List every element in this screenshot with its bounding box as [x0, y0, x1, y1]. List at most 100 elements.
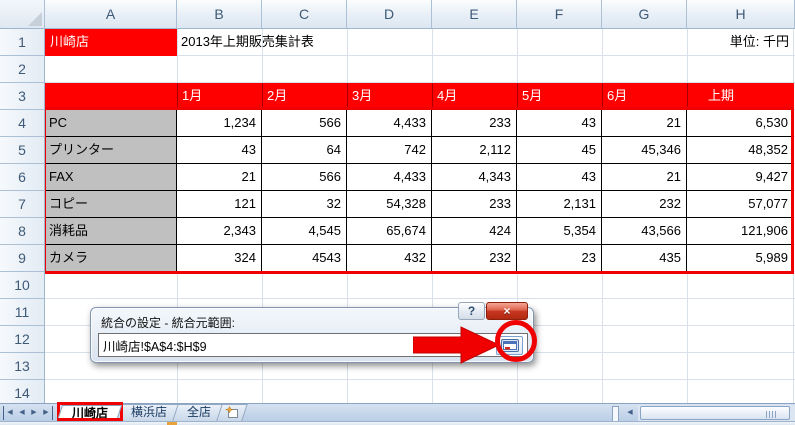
row-header[interactable]: 13 — [0, 353, 45, 380]
cell-b1-report-title[interactable]: 2013年上期販売集計表 — [181, 34, 314, 49]
row-header[interactable]: 6 — [0, 164, 45, 191]
column-header-e[interactable]: E — [432, 0, 517, 29]
sheet-tab-all-stores[interactable]: 全店 — [172, 404, 226, 421]
month-header-cell[interactable]: 1月 — [177, 83, 262, 110]
value-cell[interactable]: 43 — [177, 137, 262, 164]
month-header-cell[interactable]: 2月 — [262, 83, 347, 110]
row-header[interactable]: 4 — [0, 110, 45, 137]
row-header[interactable]: 3 — [0, 83, 45, 110]
month-header-cell[interactable]: 3月 — [347, 83, 432, 110]
column-header-g[interactable]: G — [602, 0, 687, 29]
row-header[interactable]: 14 — [0, 380, 45, 403]
value-cell[interactable]: 742 — [347, 137, 432, 164]
value-cell[interactable]: 45 — [517, 137, 602, 164]
value-cell[interactable]: 4,343 — [432, 164, 517, 191]
value-cell[interactable]: 21 — [602, 164, 687, 191]
value-cell[interactable]: 566 — [262, 110, 347, 137]
row-header[interactable]: 11 — [0, 299, 45, 326]
value-cell[interactable]: 435 — [602, 245, 687, 272]
sheet-tab-yokohama[interactable]: 横浜店 — [116, 404, 182, 421]
sheet-tab-kawasaki[interactable]: 川崎店 — [57, 405, 123, 420]
value-cell[interactable]: 45,346 — [602, 137, 687, 164]
row-header[interactable]: 8 — [0, 218, 45, 245]
insert-worksheet-tab[interactable] — [216, 404, 248, 421]
last-sheet-button[interactable]: ▶ — [40, 405, 53, 420]
value-cell[interactable]: 2,112 — [432, 137, 517, 164]
value-cell[interactable]: 2,343 — [177, 218, 262, 245]
column-header-a[interactable]: A — [45, 0, 177, 29]
value-cell[interactable]: 43,566 — [602, 218, 687, 245]
previous-sheet-button[interactable]: ◀ — [19, 408, 25, 416]
column-header-h[interactable]: H — [687, 0, 795, 29]
row-label-cell[interactable]: 消耗品 — [45, 218, 177, 245]
row-label-cell[interactable]: PC — [45, 110, 177, 137]
value-cell[interactable]: 4543 — [262, 245, 347, 272]
row-label-cell[interactable]: FAX — [45, 164, 177, 191]
collapse-dialog-button[interactable] — [496, 336, 523, 355]
column-header-b[interactable]: B — [177, 0, 262, 29]
value-cell[interactable]: 57,077 — [687, 191, 794, 218]
value-cell[interactable]: 1,234 — [177, 110, 262, 137]
row-label-cell[interactable]: コピー — [45, 191, 177, 218]
value-cell[interactable]: 43 — [517, 110, 602, 137]
value-cell[interactable]: 6,530 — [687, 110, 794, 137]
value-cell[interactable]: 48,352 — [687, 137, 794, 164]
tab-split-handle[interactable] — [612, 406, 619, 422]
select-all-corner[interactable] — [0, 0, 45, 29]
value-cell[interactable]: 4,433 — [347, 164, 432, 191]
row-header[interactable]: 10 — [0, 272, 45, 299]
column-header-f[interactable]: F — [517, 0, 602, 29]
month-header-cell[interactable]: 6月 — [602, 83, 687, 110]
row-header[interactable]: 5 — [0, 137, 45, 164]
column-header-c[interactable]: C — [262, 0, 347, 29]
month-header-empty-cell[interactable] — [45, 83, 177, 110]
value-cell[interactable]: 432 — [347, 245, 432, 272]
cell-h1-unit[interactable]: 単位: 千円 — [729, 34, 789, 49]
value-cell[interactable]: 121,906 — [687, 218, 794, 245]
value-cell[interactable]: 232 — [602, 191, 687, 218]
value-cell[interactable]: 232 — [432, 245, 517, 272]
month-header-band[interactable]: 1月 2月 3月 4月 5月 6月 上期 — [45, 83, 794, 110]
value-cell[interactable]: 5,989 — [687, 245, 794, 272]
horizontal-scrollbar[interactable] — [638, 405, 795, 421]
value-cell[interactable]: 21 — [177, 164, 262, 191]
value-cell[interactable]: 43 — [517, 164, 602, 191]
value-cell[interactable]: 2,131 — [517, 191, 602, 218]
row-header[interactable]: 12 — [0, 326, 45, 353]
month-header-cell[interactable]: 上期 — [687, 83, 794, 110]
scrollbar-thumb[interactable] — [640, 406, 790, 420]
month-header-cell[interactable]: 4月 — [432, 83, 517, 110]
value-cell[interactable]: 32 — [262, 191, 347, 218]
value-cell[interactable]: 21 — [602, 110, 687, 137]
month-header-cell[interactable]: 5月 — [517, 83, 602, 110]
value-cell[interactable]: 4,545 — [262, 218, 347, 245]
reference-input[interactable] — [98, 333, 528, 357]
value-cell[interactable]: 64 — [262, 137, 347, 164]
row-header[interactable]: 7 — [0, 191, 45, 218]
value-cell[interactable]: 233 — [432, 110, 517, 137]
value-cell[interactable]: 121 — [177, 191, 262, 218]
row-header[interactable]: 2 — [0, 56, 45, 83]
sheet-canvas[interactable]: 川崎店 2013年上期販売集計表 単位: 千円 1月 2月 3月 4月 5月 6… — [45, 29, 795, 403]
cell-a1-store-name[interactable]: 川崎店 — [45, 29, 177, 56]
first-sheet-button[interactable]: ◀ — [3, 405, 16, 420]
value-cell[interactable]: 9,427 — [687, 164, 794, 191]
row-header[interactable]: 1 — [0, 29, 45, 56]
next-sheet-button[interactable]: ▶ — [31, 408, 37, 416]
value-cell[interactable]: 566 — [262, 164, 347, 191]
close-button[interactable]: × — [486, 302, 528, 320]
scroll-left-button[interactable]: ◀ — [627, 409, 633, 416]
help-button[interactable]: ? — [458, 302, 485, 320]
column-header-d[interactable]: D — [347, 0, 432, 29]
row-label-cell[interactable]: カメラ — [45, 245, 177, 272]
value-cell[interactable]: 424 — [432, 218, 517, 245]
value-cell[interactable]: 233 — [432, 191, 517, 218]
row-label-cell[interactable]: プリンター — [45, 137, 177, 164]
value-cell[interactable]: 324 — [177, 245, 262, 272]
value-cell[interactable]: 23 — [517, 245, 602, 272]
value-cell[interactable]: 5,354 — [517, 218, 602, 245]
row-header[interactable]: 9 — [0, 245, 45, 272]
value-cell[interactable]: 65,674 — [347, 218, 432, 245]
value-cell[interactable]: 54,328 — [347, 191, 432, 218]
value-cell[interactable]: 4,433 — [347, 110, 432, 137]
